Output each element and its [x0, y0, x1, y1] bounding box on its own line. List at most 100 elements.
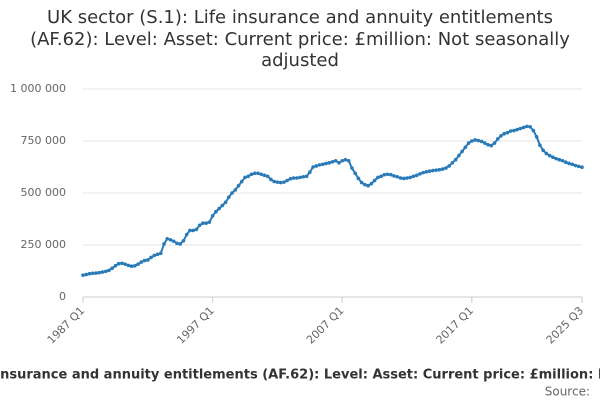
- point: [149, 255, 153, 260]
- point: [444, 166, 448, 170]
- point: [158, 251, 163, 256]
- point: [100, 270, 105, 274]
- x-tick-label: 2025 Q3: [544, 304, 587, 347]
- point: [252, 171, 257, 176]
- point: [547, 153, 552, 158]
- chart-title: UK sector (S.1): Life insurance and annu…: [47, 7, 553, 28]
- point: [473, 138, 477, 142]
- point: [246, 174, 251, 179]
- point: [525, 124, 529, 129]
- point: [217, 206, 221, 211]
- point: [470, 139, 474, 143]
- point: [210, 214, 215, 218]
- point: [90, 271, 95, 276]
- point: [243, 175, 247, 180]
- y-tick-label: 500 000: [21, 186, 67, 199]
- point: [489, 143, 494, 148]
- point: [333, 158, 338, 163]
- point: [126, 263, 131, 268]
- y-tick-label: 250 000: [21, 238, 67, 251]
- point: [220, 203, 225, 208]
- point: [508, 129, 513, 133]
- point: [178, 242, 183, 246]
- point: [188, 228, 192, 233]
- point: [437, 167, 442, 172]
- point: [120, 261, 124, 266]
- point: [385, 172, 390, 177]
- point: [531, 128, 536, 133]
- point: [327, 161, 332, 165]
- point: [479, 139, 484, 144]
- point: [314, 164, 319, 168]
- point: [113, 264, 118, 268]
- point: [350, 166, 354, 170]
- source: Source:: [545, 385, 590, 399]
- point: [330, 160, 335, 164]
- point: [343, 157, 348, 162]
- point: [392, 174, 396, 178]
- point: [262, 173, 267, 178]
- point: [379, 174, 383, 179]
- point: [421, 170, 426, 175]
- point: [538, 143, 542, 147]
- x-tick-label: 2007 Q1: [304, 304, 347, 347]
- x-tick-label: 2017 Q1: [434, 304, 477, 347]
- x-tick-label: 1997 Q1: [174, 304, 217, 347]
- point: [476, 138, 481, 143]
- point: [201, 221, 205, 225]
- point: [372, 178, 377, 183]
- point: [84, 272, 89, 277]
- point: [301, 174, 306, 179]
- point: [162, 242, 166, 246]
- point: [369, 181, 374, 186]
- point: [502, 131, 507, 136]
- point: [171, 239, 176, 244]
- point: [557, 157, 562, 162]
- point: [427, 169, 432, 173]
- point: [298, 175, 302, 180]
- point: [486, 142, 490, 147]
- point: [518, 126, 523, 131]
- point: [288, 177, 293, 181]
- point: [408, 175, 413, 180]
- point: [499, 134, 503, 138]
- point: [434, 168, 438, 172]
- point: [457, 153, 461, 158]
- point: [175, 241, 179, 246]
- point: [414, 173, 419, 178]
- point: [580, 165, 584, 170]
- y-tick-label: 1 000 000: [10, 82, 66, 95]
- point: [515, 127, 519, 132]
- point: [453, 157, 458, 162]
- point: [570, 162, 575, 167]
- point: [97, 270, 102, 275]
- point: [291, 176, 296, 180]
- point: [155, 252, 160, 257]
- point: [389, 172, 393, 177]
- point: [528, 125, 532, 129]
- point: [278, 180, 283, 185]
- point: [573, 163, 578, 168]
- chart-title: adjusted: [261, 50, 339, 71]
- point: [521, 125, 526, 130]
- point: [405, 176, 409, 180]
- point: [87, 271, 92, 276]
- point: [272, 179, 276, 184]
- point: [223, 200, 228, 205]
- point: [551, 155, 555, 160]
- point: [320, 162, 325, 167]
- point: [340, 158, 345, 163]
- point: [401, 176, 406, 181]
- point: [544, 151, 549, 156]
- point: [324, 161, 328, 166]
- point: [541, 148, 545, 153]
- point: [184, 232, 189, 237]
- point: [353, 171, 357, 176]
- point: [463, 145, 468, 150]
- point: [269, 177, 273, 182]
- point: [103, 269, 108, 274]
- point: [142, 258, 147, 263]
- point: [94, 271, 98, 275]
- point: [512, 128, 516, 133]
